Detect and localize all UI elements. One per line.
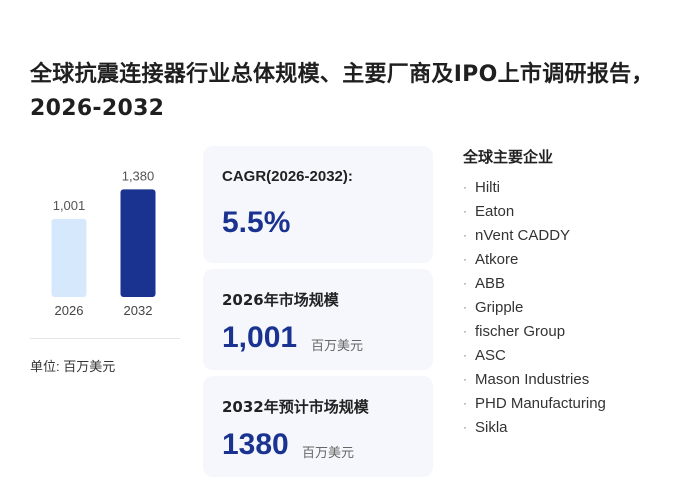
company-item: · PHD Manufacturing [463, 391, 683, 415]
company-item: · Sikla [463, 415, 683, 439]
bullet-icon: · [463, 252, 467, 266]
company-item: · Mason Industries [463, 367, 683, 391]
company-item: · Eaton [463, 199, 683, 223]
company-name: ASC [475, 346, 506, 364]
x-tick-label: 2032 [124, 303, 153, 318]
unit-note: 单位: 百万美元 [30, 359, 116, 374]
company-item: · ASC [463, 343, 683, 367]
company-item: · Hilti [463, 175, 683, 199]
company-item: · ABB [463, 271, 683, 295]
bar-value-label: 1,380 [122, 168, 155, 183]
market-2026-label: 2026年市场规模 [222, 291, 339, 309]
company-list: · Hilti · Eaton · nVent CADDY · Atkore · ABB … [463, 175, 683, 439]
market-2032-label: 2032年预计市场规模 [222, 398, 369, 416]
company-name: ABB [475, 274, 506, 292]
company-name: nVent CADDY [475, 226, 571, 244]
market-2026-card: 2026年市场规模 1,001 百万美元 [203, 269, 433, 370]
bar-2026 [51, 218, 87, 297]
bullet-icon: · [463, 276, 467, 290]
company-name: Atkore [475, 250, 519, 268]
bullet-icon: · [463, 348, 467, 362]
bullet-icon: · [463, 396, 467, 410]
cagr-card: CAGR(2026-2032): 5.5% [203, 146, 433, 263]
bullet-icon: · [463, 420, 467, 434]
company-item: · fischer Group [463, 319, 683, 343]
bar-2032 [120, 189, 156, 297]
bar-chart-svg: 1,001 2026 1,380 2032 [51, 168, 156, 318]
bullet-icon: · [463, 324, 467, 338]
x-tick-label: 2026 [55, 303, 84, 318]
cagr-label: CAGR(2026-2032): [222, 168, 353, 185]
company-name: fischer Group [475, 322, 566, 340]
bullet-icon: · [463, 372, 467, 386]
major-companies-panel: 全球主要企业 · Hilti · Eaton · nVent CADDY · Atkor… [463, 146, 683, 439]
market-2032-value: 1380 [222, 428, 289, 461]
companies-title: 全球主要企业 [463, 148, 554, 166]
cagr-value: 5.5% [222, 206, 291, 239]
bar-value-label: 1,001 [53, 198, 86, 213]
market-size-bar-chart: 1,001 2026 1,380 2032 [30, 168, 180, 340]
company-name: Gripple [475, 298, 524, 316]
company-name: Hilti [475, 178, 500, 196]
market-2032-card: 2032年预计市场规模 1380 百万美元 [203, 376, 433, 477]
company-name: Sikla [475, 418, 508, 436]
company-name: Mason Industries [475, 370, 590, 388]
bullet-icon: · [463, 204, 467, 218]
company-item: · Gripple [463, 295, 683, 319]
bullet-icon: · [463, 300, 467, 314]
bullet-icon: · [463, 180, 467, 194]
report-title: 全球抗震连接器行业总体规模、主要厂商及IPO上市调研报告，2026-2032 [30, 62, 654, 121]
market-2026-value: 1,001 [222, 321, 298, 354]
company-name: PHD Manufacturing [475, 394, 606, 412]
bullet-icon: · [463, 228, 467, 242]
company-item: · Atkore [463, 247, 683, 271]
market-2032-unit: 百万美元 [302, 446, 355, 461]
company-name: Eaton [475, 202, 515, 220]
market-2026-unit: 百万美元 [311, 339, 364, 354]
chart-divider [30, 338, 180, 339]
company-item: · nVent CADDY [463, 223, 683, 247]
